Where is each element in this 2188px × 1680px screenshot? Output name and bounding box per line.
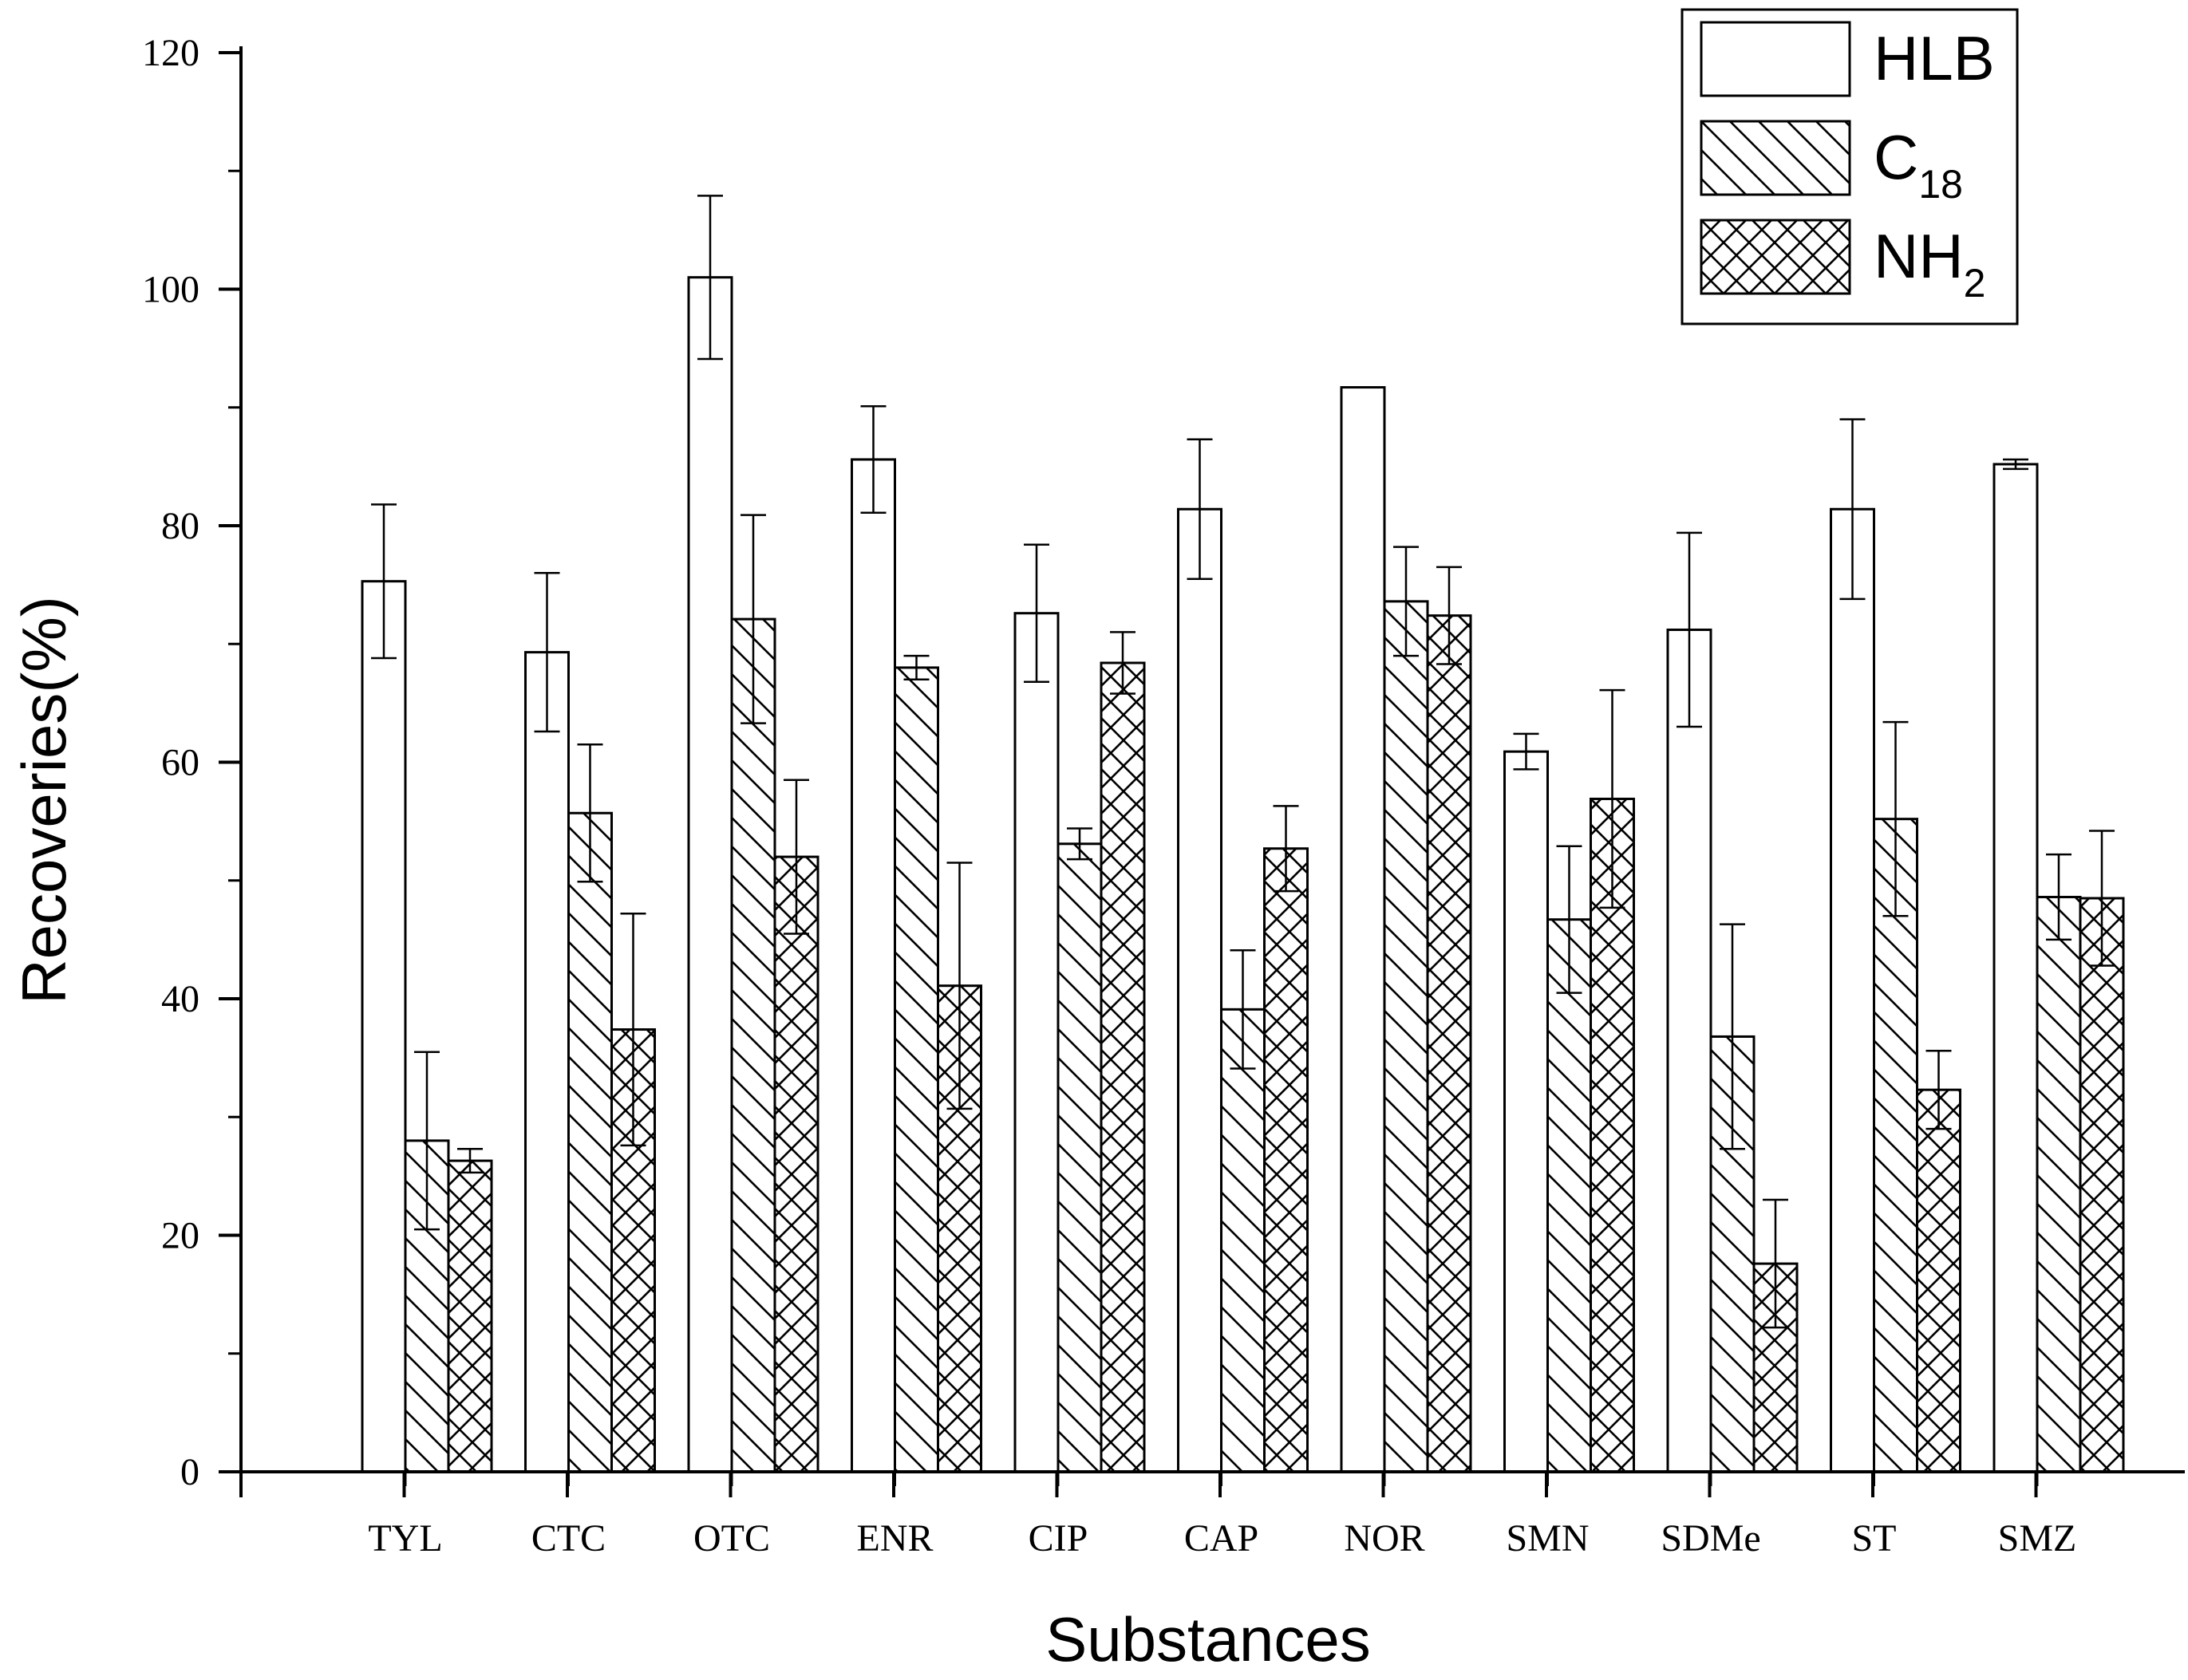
y-tick-label-120: 120 (142, 32, 199, 74)
bar-hlb-smn (1503, 750, 1549, 1473)
bar-hlb-enr (851, 458, 896, 1473)
x-tick-label-enr: ENR (857, 1517, 934, 1560)
y-tick-label-40: 40 (161, 978, 199, 1020)
bar-c18-ctc (567, 811, 613, 1473)
bar-hlb-ctc (524, 651, 570, 1473)
bar-c18-smz (2036, 896, 2082, 1473)
tick-labels-layer: 0 20 40 60 80 100 120 TYL CTC OTC ENR CIP CAP NOR SMN S… (142, 32, 2076, 1560)
legend-swatch-nh2 (1700, 219, 1851, 295)
bar-c18-otc (730, 617, 776, 1473)
bar-c18-cip (1056, 842, 1103, 1473)
x-tick-label-otc: OTC (693, 1517, 770, 1560)
y-tick-label-0: 0 (180, 1451, 199, 1493)
bar-nh2-smz (2079, 897, 2125, 1473)
bar-hlb-cip (1013, 612, 1060, 1473)
bar-hlb-otc (687, 276, 733, 1473)
legend-label-hlb: HLB (1874, 23, 1995, 93)
bar-hlb-cap (1177, 507, 1222, 1473)
bar-nh2-cap (1263, 847, 1309, 1473)
x-tick-label-smn: SMN (1506, 1517, 1589, 1560)
y-tick-label-60: 60 (161, 742, 199, 784)
x-tick-label-cip: CIP (1029, 1517, 1088, 1560)
x-axis-title: Substances (1045, 1604, 1371, 1674)
bar-nh2-otc (773, 855, 820, 1473)
bar-c18-smn (1546, 918, 1592, 1473)
bar-hlb-smz (1993, 463, 2039, 1473)
bar-nh2-tyl (447, 1159, 493, 1473)
error-bars-layer (371, 195, 2115, 1329)
legend-swatch-hlb (1700, 21, 1851, 97)
bar-c18-cap (1220, 1008, 1266, 1473)
bar-hlb-sdme (1666, 628, 1712, 1473)
bar-nh2-smn (1590, 797, 1635, 1473)
x-tick-label-ctc: CTC (531, 1517, 606, 1560)
y-tick-label-80: 80 (161, 505, 199, 547)
bar-hlb-nor (1340, 386, 1386, 1473)
y-axis-title: Recoveries(%) (9, 596, 79, 1004)
legend-label-subscript-c18: 18 (1918, 162, 1963, 207)
bars-layer (361, 276, 2125, 1473)
x-tick-label-sdme: SDMe (1661, 1517, 1760, 1560)
legend-label-subscript-nh2: 2 (1964, 261, 1986, 306)
x-tick-label-smz: SMZ (1998, 1517, 2077, 1560)
x-tick-label-cap: CAP (1184, 1517, 1258, 1560)
bar-nh2-st (1916, 1088, 1961, 1473)
x-tick-label-st: ST (1851, 1517, 1896, 1560)
bar-c18-nor (1383, 600, 1429, 1473)
x-tick-label-tyl: TYL (368, 1517, 442, 1560)
y-tick-label-100: 100 (142, 269, 199, 311)
bar-hlb-tyl (361, 580, 407, 1473)
bar-nh2-nor (1426, 614, 1472, 1473)
legend-swatch-c18 (1700, 120, 1851, 196)
y-tick-label-20: 20 (161, 1215, 199, 1257)
bar-hlb-st (1830, 507, 1875, 1473)
bar-nh2-cip (1100, 661, 1146, 1473)
bar-c18-enr (894, 666, 939, 1473)
x-tick-label-nor: NOR (1344, 1517, 1424, 1560)
axes-layer (219, 46, 2185, 1497)
